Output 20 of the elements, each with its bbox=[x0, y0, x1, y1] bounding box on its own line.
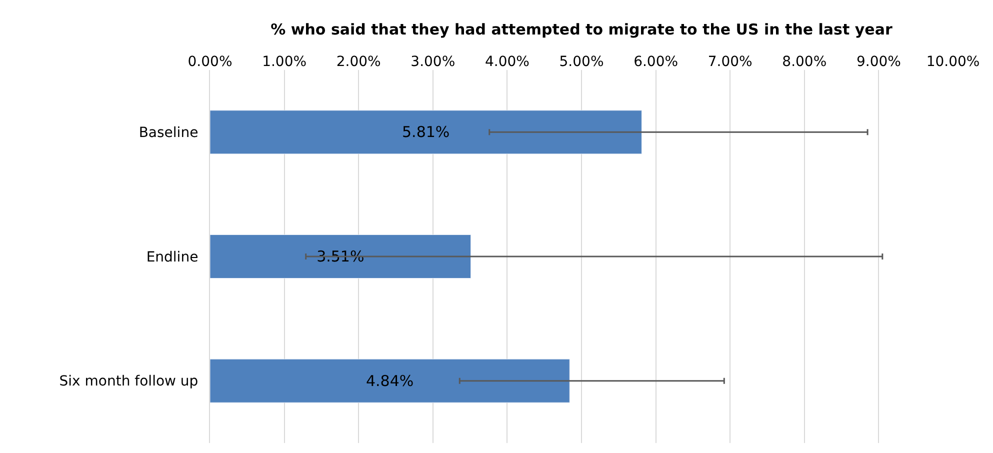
data-label: 5.81% bbox=[402, 123, 450, 142]
x-tick-label: 9.00% bbox=[856, 54, 901, 70]
bar bbox=[210, 110, 642, 154]
bar bbox=[210, 358, 570, 403]
y-tick-label: Six month follow up bbox=[59, 374, 198, 390]
x-tick-label: 1.00% bbox=[262, 54, 307, 70]
x-tick-label: 7.00% bbox=[708, 54, 752, 70]
bar bbox=[210, 234, 472, 279]
y-tick-label: Endline bbox=[146, 249, 198, 266]
x-tick-label: 2.00% bbox=[336, 54, 381, 70]
x-tick-label: 8.00% bbox=[782, 54, 827, 70]
x-tick-label: 4.00% bbox=[484, 54, 530, 70]
x-tick-label: 5.00% bbox=[559, 54, 604, 70]
x-axis-title: % who said that they had attempted to migrate to the US in the last year bbox=[270, 20, 893, 38]
x-tick-label: 3.00% bbox=[410, 54, 456, 70]
x-tick-label: 0.00% bbox=[188, 54, 232, 70]
x-tick-label: 6.00% bbox=[634, 54, 678, 70]
y-tick-label: Baseline bbox=[138, 125, 198, 142]
data-label: 4.84% bbox=[366, 372, 414, 390]
x-tick-label: 10.00% bbox=[926, 54, 980, 70]
